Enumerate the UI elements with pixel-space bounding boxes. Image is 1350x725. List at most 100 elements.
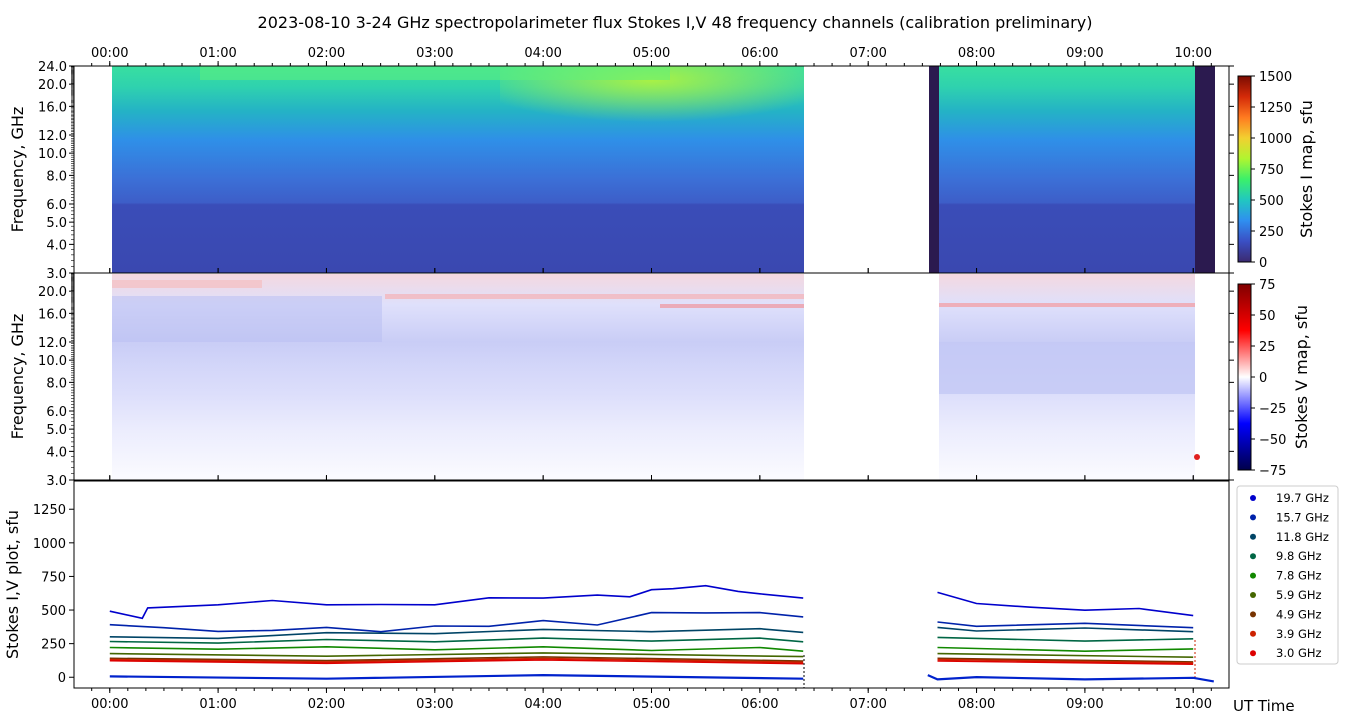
legend-frame <box>1236 485 1339 665</box>
stokes-i-colorbar-tick-label: 1250 <box>1259 101 1292 116</box>
stokes-v-colorbar-fill <box>1237 283 1252 471</box>
stokes-i-y-tick-label: 6.0 <box>46 198 67 213</box>
top-time-tick-label: 00:00 <box>91 46 128 61</box>
stokes-i-y-tick-label: 5.0 <box>46 216 67 231</box>
stokes-v-blue-patch <box>112 296 382 342</box>
stokes-i-y-tick-label: 4.0 <box>46 238 67 253</box>
stokes-v-colorbar-tick-label: 25 <box>1259 340 1276 355</box>
bottom-time-tick-label: 00:00 <box>91 697 128 712</box>
top-time-tick-label: 08:00 <box>958 46 995 61</box>
legend-marker <box>1250 495 1256 501</box>
stokes-v-y-tick-label: 8.0 <box>46 376 67 391</box>
stokes-i-colorbar-tick-label: 1500 <box>1259 70 1292 85</box>
series-line <box>109 611 1194 633</box>
top-time-tick-label: 05:00 <box>633 46 670 61</box>
legend-label: 19.7 GHz <box>1276 491 1329 505</box>
top-time-tick-label: 04:00 <box>524 46 561 61</box>
top-time-tick-label: 02:00 <box>308 46 345 61</box>
bottom-time-tick-label: 01:00 <box>199 697 236 712</box>
stokes-v-y-tick-label: 16.0 <box>38 307 67 322</box>
top-time-tick-label: 06:00 <box>741 46 778 61</box>
stokes-v-y-tick-label: 3.0 <box>46 474 67 489</box>
line-plot-frame <box>73 480 1230 689</box>
stokes-i-y-axis-label: Frequency, GHz <box>8 107 27 233</box>
line-plot-y-tick-label: 500 <box>41 604 66 619</box>
stokes-i-colorbar <box>1237 75 1252 263</box>
legend-marker <box>1250 553 1256 560</box>
top-time-tick-label: 03:00 <box>416 46 453 61</box>
legend-marker <box>1250 630 1256 637</box>
legend-label: 11.8 GHz <box>1276 530 1329 544</box>
stokes-i-colorbar-tick-label: 0 <box>1259 256 1267 271</box>
stokes-i-colorbar-fill <box>1237 75 1252 263</box>
legend-label: 15.7 GHz <box>1276 510 1329 524</box>
line-plot-y-tick-label: 750 <box>41 570 66 585</box>
stokes-i-colorbar-tick-label: 500 <box>1259 194 1284 209</box>
stokes-v-colorbar-tick-label: −50 <box>1259 433 1286 448</box>
stokes-v-y-tick-label: 20.0 <box>38 285 67 300</box>
series-line <box>109 656 1194 663</box>
stokes-i-y-tick-label: 12.0 <box>38 129 67 144</box>
legend-label: 4.9 GHz <box>1276 607 1322 621</box>
stokes-i-colorbar-tick-label: 250 <box>1259 225 1284 240</box>
stokes-v-y-axis-label: Frequency, GHz <box>8 314 27 440</box>
stokes-v-red-dot <box>1194 454 1200 460</box>
legend-label: 3.9 GHz <box>1276 627 1322 641</box>
bottom-time-tick-label: 10:00 <box>1175 697 1212 712</box>
legend-label: 5.9 GHz <box>1276 588 1322 602</box>
legend-marker <box>1250 533 1256 540</box>
legend-label: 9.8 GHz <box>1276 549 1322 563</box>
line-plot-y-tick-label: 1250 <box>33 503 66 518</box>
stokes-v-y-tick-label: 4.0 <box>46 445 67 460</box>
bottom-time-tick-label: 09:00 <box>1066 697 1103 712</box>
series-line <box>109 645 1194 653</box>
series-line <box>109 659 1194 665</box>
stokes-i-y-tick-label: 20.0 <box>38 78 67 93</box>
bottom-time-tick-label: 04:00 <box>524 697 561 712</box>
stokes-i-dark-band-2 <box>1195 66 1215 273</box>
line-plot-y-tick-label: 250 <box>41 638 66 653</box>
stokes-v-y-tick-label: 12.0 <box>38 336 67 351</box>
bottom-time-tick-label: 05:00 <box>633 697 670 712</box>
legend-marker <box>1250 611 1256 618</box>
legend-label: 7.8 GHz <box>1276 569 1322 583</box>
stokes-i-dark-band-1 <box>929 66 939 273</box>
stokes-v-red-top <box>112 280 262 288</box>
stokes-i-y-tick-label: 24.0 <box>38 60 67 75</box>
stokes-v-y-tick-label: 10.0 <box>38 354 67 369</box>
stokes-v-colorbar-tick-label: 75 <box>1259 278 1276 293</box>
stokes-v-map-panel <box>73 272 1230 481</box>
stokes-v-red-streak-1 <box>385 294 804 299</box>
bottom-time-tick-label: 06:00 <box>741 697 778 712</box>
stokes-v-segment-2-red <box>939 303 1195 307</box>
stokes-v-colorbar <box>1237 283 1252 471</box>
line-plot-y-tick-label: 0 <box>58 671 66 686</box>
series-line <box>109 657 1194 664</box>
series-line <box>109 636 1194 644</box>
bottom-time-tick-label: 03:00 <box>416 697 453 712</box>
colorbar-ticks: 02505007501000125015007550250−25−50−75St… <box>1251 70 1316 479</box>
stokes-i-y-tick-label: 8.0 <box>46 169 67 184</box>
top-time-tick-label: 10:00 <box>1175 46 1212 61</box>
stokes-i-colorbar-tick-label: 750 <box>1259 163 1284 178</box>
x-axis-label: UT Time <box>1233 697 1295 715</box>
line-plot-y-tick-label: 1000 <box>33 537 66 552</box>
stokes-v-colorbar-tick-label: −25 <box>1259 402 1286 417</box>
stokes-i-segment-2 <box>939 66 1195 273</box>
stokes-v-colorbar-label: Stokes V map, sfu <box>1292 305 1311 449</box>
legend-marker <box>1250 514 1256 521</box>
stokes-v-colorbar-tick-label: 0 <box>1259 371 1267 386</box>
stokes-i-colorbar-tick-label: 1000 <box>1259 132 1292 147</box>
stokes-v-y-tick-label: 6.0 <box>46 405 67 420</box>
bottom-time-tick-label: 08:00 <box>958 697 995 712</box>
legend-label: 3.0 GHz <box>1276 646 1322 660</box>
line-plot-y-axis-label: Stokes I,V plot, sfu <box>3 510 22 659</box>
stokes-v-red-streak-2 <box>660 304 804 308</box>
stokes-v-y-tick-label: 5.0 <box>46 423 67 438</box>
stokes-v-segment-2-blue <box>939 342 1195 394</box>
legend-marker <box>1250 592 1256 598</box>
stokes-line-plot-panel <box>73 480 1230 689</box>
series-line <box>109 626 1194 640</box>
line-plot-legend: 19.7 GHz 15.7 GHz 11.8 GHz 9.8 GHz 7.8 GHz 5.… <box>1236 485 1339 665</box>
